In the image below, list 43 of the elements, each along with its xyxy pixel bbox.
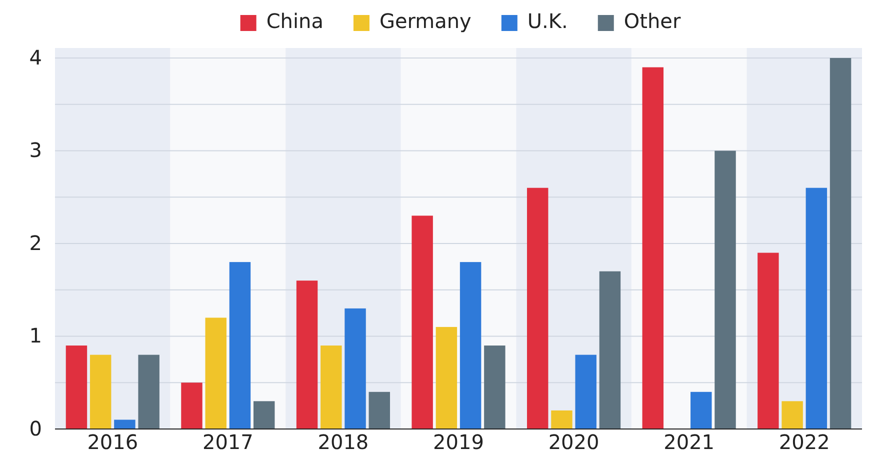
y-tick-label: 2 <box>29 230 42 255</box>
x-tick-label: 2021 <box>664 430 715 454</box>
x-tick-label: 2022 <box>778 430 830 454</box>
bar <box>320 346 342 429</box>
x-tick-label: 2017 <box>202 430 254 454</box>
y-tick-label: 4 <box>29 45 42 70</box>
bar <box>253 401 275 429</box>
bar <box>296 280 318 429</box>
legend-label: Germany <box>379 9 472 33</box>
bar <box>66 346 88 429</box>
bar <box>551 410 572 429</box>
legend-label: China <box>266 9 324 33</box>
legend-label: U.K. <box>527 9 568 33</box>
bar <box>484 346 506 429</box>
x-tick-label: 2018 <box>318 430 369 454</box>
y-tick-label: 1 <box>29 324 42 348</box>
bar <box>714 150 736 429</box>
bar <box>412 216 433 429</box>
bar <box>830 58 852 429</box>
y-tick-label: 0 <box>29 416 42 440</box>
bar <box>758 252 779 429</box>
bar <box>344 308 366 429</box>
y-tick-label: 3 <box>29 138 42 162</box>
bar <box>205 318 226 429</box>
x-tick-label: 2016 <box>87 430 138 454</box>
bar <box>181 382 202 429</box>
bar <box>114 420 136 429</box>
x-tick-label: 2019 <box>433 430 484 454</box>
x-tick-label: 2020 <box>548 430 600 454</box>
bar <box>90 354 112 429</box>
bar <box>690 392 712 429</box>
bar <box>599 271 621 429</box>
bar <box>575 354 596 429</box>
bar <box>436 326 458 429</box>
bar <box>806 188 828 429</box>
legend-label: Other <box>624 9 682 33</box>
bar <box>526 188 548 429</box>
bar <box>368 392 390 429</box>
bar <box>460 262 482 429</box>
bar <box>138 354 160 429</box>
bar <box>782 401 803 429</box>
bar <box>642 67 664 429</box>
bar <box>229 262 251 429</box>
